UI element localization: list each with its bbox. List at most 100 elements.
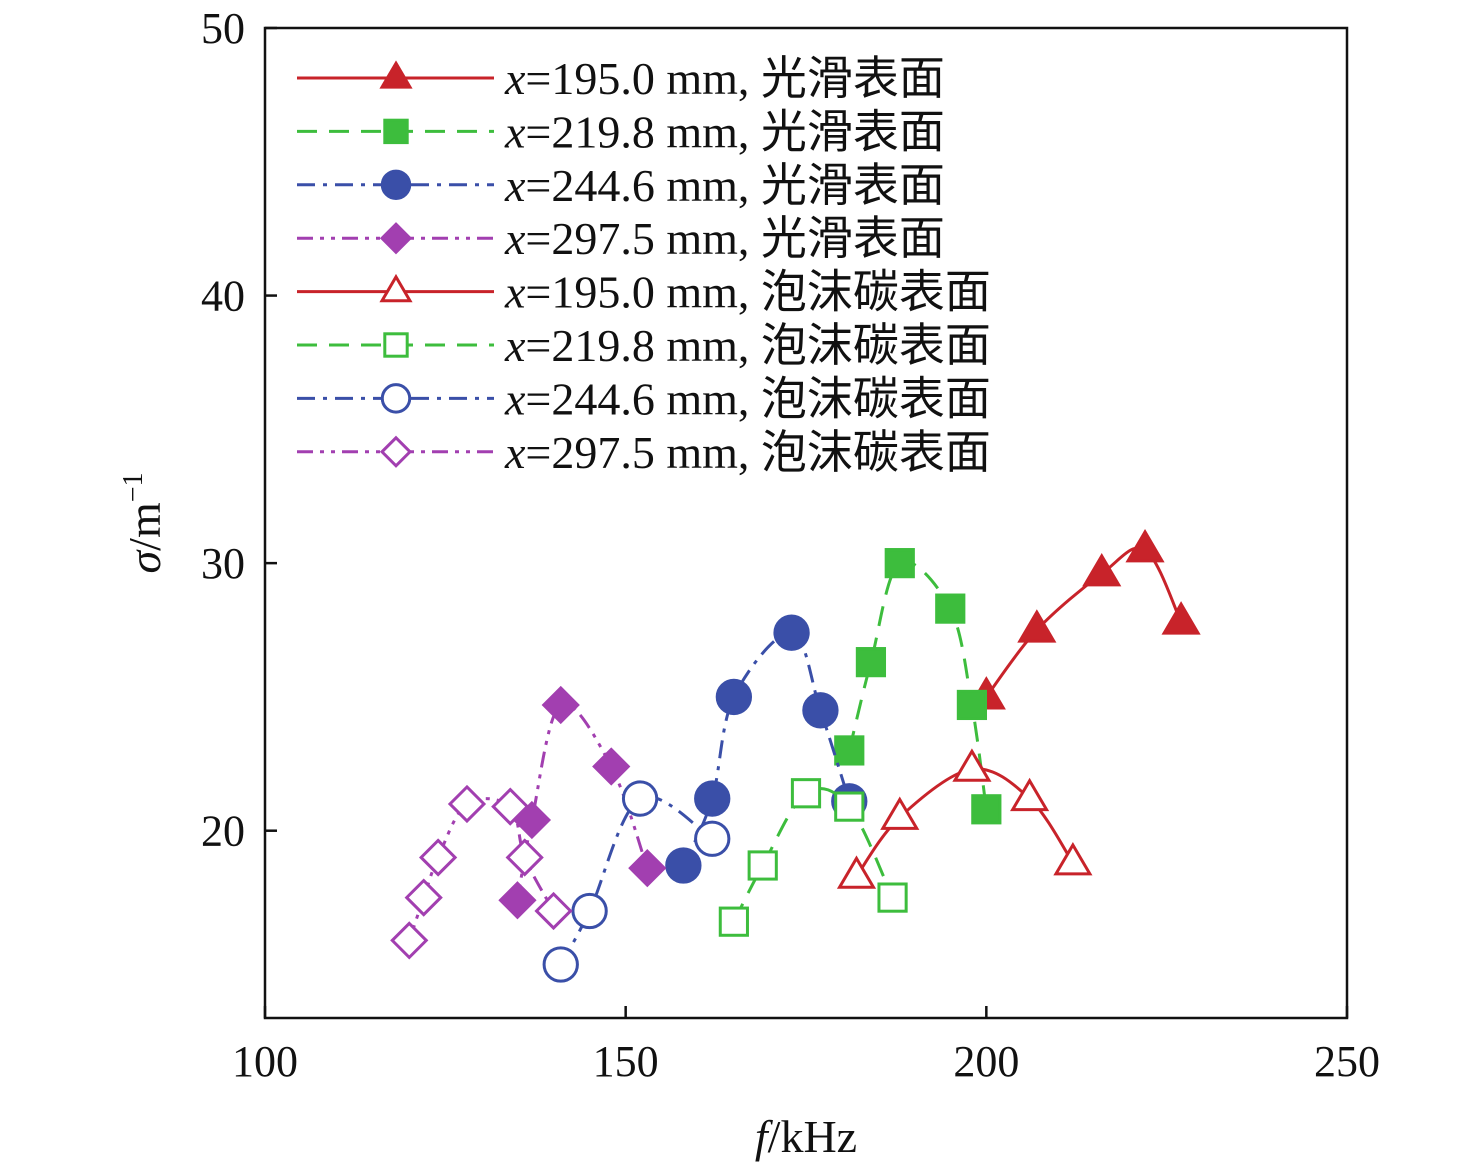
data-point (718, 906, 749, 937)
legend-marker (383, 118, 409, 145)
data-point (404, 878, 443, 917)
legend-var: x (504, 320, 526, 371)
x-axis-title: f/kHz (755, 1111, 857, 1162)
legend-marker (383, 332, 409, 358)
series-7 (542, 780, 731, 983)
legend-var: x (504, 106, 526, 157)
y-tick-label: 40 (201, 272, 245, 321)
y-tick-label: 20 (201, 807, 245, 856)
legend-text: =195.0 mm, 光滑表面 (525, 53, 945, 104)
y-axis-title: σ/m−1 (118, 472, 170, 573)
legend-marker (379, 222, 413, 255)
data-point (715, 678, 753, 716)
series-2 (834, 548, 1002, 825)
data-point (498, 881, 537, 920)
legend-text: =195.0 mm, 泡沫碳表面 (525, 267, 991, 318)
data-point (1010, 777, 1050, 812)
data-point (884, 548, 915, 579)
series-line (682, 631, 851, 867)
data-point (592, 747, 631, 786)
series-line (985, 546, 1183, 698)
legend-label: x=297.5 mm, 光滑表面 (504, 213, 945, 264)
legend-var: x (504, 160, 526, 211)
data-point (542, 946, 579, 983)
legend-entry-4: x=297.5 mm, 光滑表面 (297, 213, 945, 264)
plot-frame (263, 26, 1349, 1020)
y-tick-label: 30 (201, 539, 245, 588)
data-point (541, 685, 580, 725)
data-point (790, 778, 822, 809)
data-point (802, 692, 839, 729)
legend-text: =297.5 mm, 光滑表面 (525, 213, 945, 264)
legend-label: x=195.0 mm, 光滑表面 (504, 53, 945, 104)
legend-label: x=244.6 mm, 光滑表面 (504, 160, 945, 211)
y-axis-unit: /m (119, 502, 170, 551)
data-point (956, 689, 988, 721)
plot-area (390, 528, 1201, 983)
data-point (880, 796, 920, 830)
data-point (694, 780, 731, 817)
legend-marker (380, 169, 412, 201)
series-1 (966, 528, 1201, 710)
data-point (834, 791, 865, 822)
axes: 100 150 200 250 20 30 40 50 f/kHz σ/m−1 (118, 4, 1380, 1162)
data-point (877, 882, 908, 913)
data-point (1053, 841, 1093, 876)
legend-var: x (504, 373, 526, 424)
legend-var: x (504, 427, 526, 478)
data-point (447, 784, 487, 824)
legend-entry-1: x=195.0 mm, 光滑表面 (297, 53, 945, 104)
data-point (935, 593, 966, 624)
data-point (1161, 601, 1201, 635)
y-axis-var: σ (119, 549, 170, 574)
x-tick-label: 200 (953, 1037, 1019, 1086)
data-point (855, 647, 887, 678)
data-point (952, 748, 992, 782)
legend-marker (379, 273, 413, 303)
legend-var: x (504, 53, 526, 104)
x-axis-unit: /kHz (768, 1111, 857, 1162)
data-point (418, 838, 458, 877)
legend-text: =297.5 mm, 泡沫碳表面 (525, 427, 991, 478)
data-point (834, 735, 865, 766)
legend-text: =219.8 mm, 泡沫碳表面 (525, 320, 991, 371)
legend-text: =244.6 mm, 光滑表面 (525, 160, 945, 211)
data-point (491, 787, 530, 826)
legend-entry-3: x=244.6 mm, 光滑表面 (297, 160, 945, 211)
y-axis-unit-exponent: −1 (118, 472, 149, 502)
x-tick-label: 250 (1314, 1037, 1380, 1086)
data-point (747, 850, 778, 881)
data-point (773, 614, 810, 651)
legend-label: x=219.8 mm, 光滑表面 (504, 106, 945, 157)
legend-entry-5: x=195.0 mm, 泡沫碳表面 (297, 267, 991, 318)
data-point (1082, 553, 1122, 587)
data-point (971, 794, 1002, 825)
data-point (694, 820, 731, 857)
legend-label: x=297.5 mm, 泡沫碳表面 (504, 427, 991, 478)
legend-label: x=219.8 mm, 泡沫碳表面 (504, 320, 991, 371)
y-tick-label: 50 (201, 4, 245, 53)
legend-label: x=195.0 mm, 泡沫碳表面 (504, 267, 991, 318)
legend-var: x (504, 267, 526, 318)
data-point (836, 855, 877, 889)
legend-marker (379, 435, 413, 468)
legend-marker (379, 60, 413, 89)
legend-var: x (504, 213, 526, 264)
data-point (1017, 609, 1057, 643)
data-point (505, 838, 544, 877)
legend-label: x=244.6 mm, 泡沫碳表面 (504, 373, 991, 424)
series-line (559, 795, 714, 966)
data-point (390, 921, 429, 960)
data-point (665, 847, 702, 884)
legend-text: =244.6 mm, 泡沫碳表面 (525, 373, 991, 424)
data-point (571, 892, 608, 930)
legend-entry-7: x=244.6 mm, 泡沫碳表面 (297, 373, 991, 424)
data-point (1125, 528, 1165, 563)
data-point (628, 849, 667, 888)
legend-entry-6: x=219.8 mm, 泡沫碳表面 (297, 320, 991, 371)
series-8 (390, 784, 573, 960)
data-point (534, 891, 573, 931)
x-tick-label: 150 (593, 1037, 659, 1086)
